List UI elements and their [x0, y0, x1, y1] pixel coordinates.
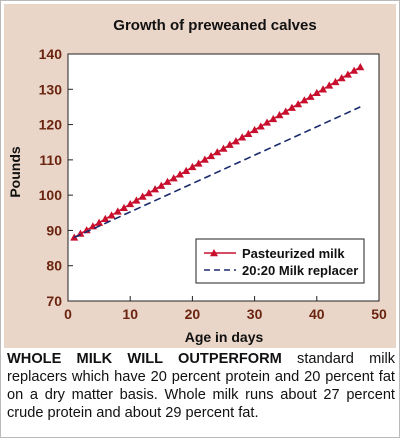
data-point	[225, 140, 234, 148]
legend: Pasteurized milk 20:20 Milk replacer	[195, 238, 365, 284]
legend-entry: Pasteurized milk	[204, 246, 345, 261]
chart-panel: Growth of preweaned calves 70 80 90 100 110 1…	[4, 4, 396, 348]
data-point	[175, 170, 184, 178]
data-point	[107, 211, 116, 219]
data-point	[119, 203, 128, 212]
y-tick-label: 110	[39, 152, 62, 168]
data-point	[300, 96, 309, 104]
x-tick-label: 10	[122, 306, 138, 322]
series-2	[73, 106, 361, 239]
y-tick-label: 70	[46, 293, 62, 309]
data-point	[151, 185, 160, 193]
caption-body: standard milk replacers which have 20 pe…	[7, 351, 396, 421]
x-axis: 0 10 20 30 40 50	[64, 296, 387, 322]
y-tick-label: 100	[39, 187, 63, 203]
x-tick-label: 20	[185, 306, 201, 322]
data-point	[194, 159, 203, 167]
x-tick-label: 50	[371, 306, 387, 322]
data-point	[163, 177, 172, 185]
series-line	[73, 106, 361, 239]
data-point	[337, 73, 346, 82]
data-point	[238, 133, 247, 141]
data-point	[207, 151, 216, 160]
data-point	[306, 92, 315, 100]
data-point	[169, 174, 178, 182]
y-tick-label: 120	[39, 117, 63, 133]
data-point	[132, 196, 141, 204]
data-point	[231, 137, 240, 145]
data-point	[287, 103, 296, 111]
x-tick-label: 40	[309, 306, 325, 322]
y-tick-label: 80	[46, 258, 62, 274]
data-point	[281, 107, 290, 115]
data-point	[219, 144, 228, 152]
data-point	[343, 70, 352, 78]
data-point	[269, 114, 278, 123]
chart-title: Growth of preweaned calves	[113, 17, 316, 34]
legend-entry: 20:20 Milk replacer	[204, 263, 358, 278]
y-axis-label: Pounds	[7, 146, 23, 198]
data-point	[331, 77, 340, 86]
x-tick-label: 30	[247, 306, 263, 322]
data-point	[275, 111, 284, 119]
data-point	[356, 63, 365, 71]
data-point	[263, 118, 272, 126]
data-point	[250, 125, 259, 134]
data-point	[256, 122, 265, 130]
y-tick-label: 90	[46, 222, 62, 238]
data-point	[126, 199, 135, 208]
data-point	[101, 214, 110, 222]
legend-label: Pasteurized milk	[242, 246, 345, 261]
data-point	[95, 218, 104, 226]
data-point	[188, 162, 197, 171]
series-1	[70, 63, 365, 241]
data-point	[182, 166, 191, 174]
y-axis: 70 80 90 100 110 120 130 140	[39, 46, 73, 309]
legend-label: 20:20 Milk replacer	[242, 263, 358, 278]
data-point	[138, 192, 147, 200]
caption: WHOLE MILK WILL OUTPERFORM standard milk…	[7, 350, 395, 422]
data-point	[312, 88, 321, 97]
growth-chart: Growth of preweaned calves 7080901001101…	[7, 17, 387, 345]
data-point	[350, 66, 359, 74]
data-point	[144, 189, 153, 197]
x-axis-label: Age in days	[185, 329, 264, 345]
data-point	[157, 181, 166, 189]
data-point	[294, 100, 303, 108]
data-point	[244, 129, 253, 137]
y-tick-label: 140	[39, 46, 63, 62]
data-point	[325, 81, 334, 89]
series-layer	[70, 63, 365, 241]
legend-box	[195, 238, 365, 284]
data-point	[213, 148, 222, 156]
data-point	[200, 155, 209, 163]
x-tick-label: 0	[64, 306, 72, 322]
caption-lead: WHOLE MILK WILL OUTPERFORM	[7, 351, 282, 367]
y-tick-label: 130	[39, 81, 63, 97]
legend-marker	[210, 249, 218, 257]
data-point	[113, 207, 122, 215]
data-point	[319, 85, 328, 93]
